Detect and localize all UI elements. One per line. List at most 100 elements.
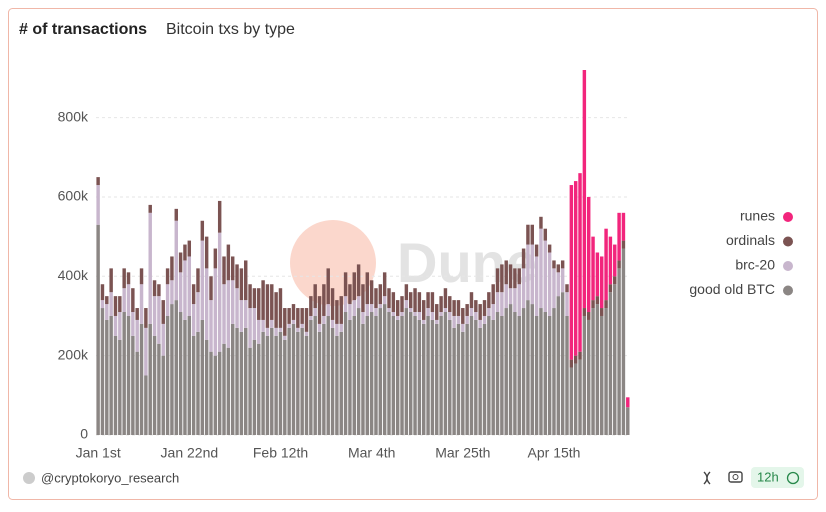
bar-segment xyxy=(352,300,356,316)
bar-segment xyxy=(265,284,270,328)
icon-camera-lens xyxy=(732,474,739,480)
bar-segment xyxy=(387,312,391,435)
bar-segment xyxy=(374,315,378,435)
bar-segment xyxy=(317,323,322,332)
bar-segment xyxy=(435,319,439,324)
bar-segment xyxy=(500,315,504,435)
bar-segment xyxy=(495,292,500,313)
bar-segment xyxy=(413,312,417,316)
bar-segment xyxy=(395,300,400,316)
bar-segment xyxy=(443,312,448,435)
bar-segment xyxy=(252,339,257,435)
bar-segment xyxy=(113,296,118,316)
bar-segment xyxy=(534,244,539,257)
bar-segment xyxy=(448,319,452,435)
x-tick-label: Jan 1st xyxy=(76,445,121,461)
bar-segment xyxy=(439,296,443,313)
icon-camera[interactable] xyxy=(728,471,743,483)
bar-segment xyxy=(600,256,604,309)
bar-segment xyxy=(191,335,196,435)
bar-segment xyxy=(274,292,278,328)
bar-segment xyxy=(417,319,422,435)
bar-segment xyxy=(326,315,330,435)
bar-segment xyxy=(422,323,426,435)
bar-segment xyxy=(126,315,131,435)
bar-segment xyxy=(408,292,413,309)
bar-segment xyxy=(539,216,543,229)
bar-segment xyxy=(187,256,192,316)
bar-segment xyxy=(478,304,482,320)
bar-segment xyxy=(309,315,313,320)
bar-segment xyxy=(408,308,413,313)
bar-segment xyxy=(560,292,565,435)
bar-segment xyxy=(422,319,426,324)
bar-segment xyxy=(113,315,118,336)
bar-segment xyxy=(244,260,248,301)
bar-segment xyxy=(118,339,122,435)
bar-segment xyxy=(578,351,582,360)
bar-segment xyxy=(439,312,443,316)
bar-segment xyxy=(426,308,430,316)
bar-segment xyxy=(586,196,591,313)
bar-segment xyxy=(456,300,461,316)
bar-segment xyxy=(274,327,278,336)
bar-segment xyxy=(165,315,170,435)
bar-segment xyxy=(478,319,482,328)
bar-segment xyxy=(348,319,352,435)
bar-segment xyxy=(448,296,452,313)
bar-segment xyxy=(222,256,226,285)
bar-segment xyxy=(613,284,617,435)
bar-segment xyxy=(278,327,283,332)
bar-segment xyxy=(621,248,626,435)
bar-segment xyxy=(222,343,226,435)
bar-segment xyxy=(617,212,621,261)
bar-segment xyxy=(139,284,144,324)
bar-segment xyxy=(586,319,591,435)
legend-label: brc-20 xyxy=(735,257,775,273)
bar-segment xyxy=(309,296,313,316)
bar-segment xyxy=(365,304,370,316)
bar-segment xyxy=(395,319,400,435)
bar-segment xyxy=(105,296,109,305)
bar-segment xyxy=(174,220,178,301)
bar-segment xyxy=(144,327,148,376)
bar-segment xyxy=(626,407,630,435)
bar-segment xyxy=(417,312,422,320)
author[interactable]: @cryptokoryo_research xyxy=(41,470,179,485)
bar-segment xyxy=(257,343,261,435)
bar-segment xyxy=(335,323,339,336)
bar-segment xyxy=(565,315,569,435)
bar-segment xyxy=(413,288,417,313)
bar-segment xyxy=(400,312,404,316)
bar-segment xyxy=(448,312,452,320)
bar-segment xyxy=(296,308,300,328)
bar-segment xyxy=(461,323,465,332)
bar-segment xyxy=(378,308,383,435)
legend-swatch xyxy=(783,261,793,271)
bar-segment xyxy=(204,268,209,340)
bar-segment xyxy=(404,284,409,301)
bar-segment xyxy=(526,244,530,301)
bar-segment xyxy=(296,331,300,435)
bar-segment xyxy=(569,359,574,368)
bar-segment xyxy=(287,308,291,324)
bar-segment xyxy=(100,308,105,435)
x-tick-label: Mar 25th xyxy=(435,445,490,461)
panel-title: # of transactions xyxy=(19,21,147,38)
bar-segment xyxy=(139,268,144,285)
bar-segment xyxy=(595,304,600,435)
bar-segment xyxy=(348,284,352,305)
bar-segment xyxy=(361,284,365,313)
bar-segment xyxy=(517,284,521,316)
bar-segment xyxy=(426,315,430,435)
icon-link[interactable] xyxy=(703,471,711,485)
bar-segment xyxy=(474,300,478,313)
bar-segment xyxy=(487,315,491,435)
bar-segment xyxy=(539,228,543,309)
bar-segment xyxy=(217,351,222,435)
bar-segment xyxy=(521,308,526,435)
bar-segment xyxy=(582,70,587,309)
bar-segment xyxy=(443,308,448,313)
bar-segment xyxy=(604,228,608,301)
bar-segment xyxy=(530,244,534,305)
